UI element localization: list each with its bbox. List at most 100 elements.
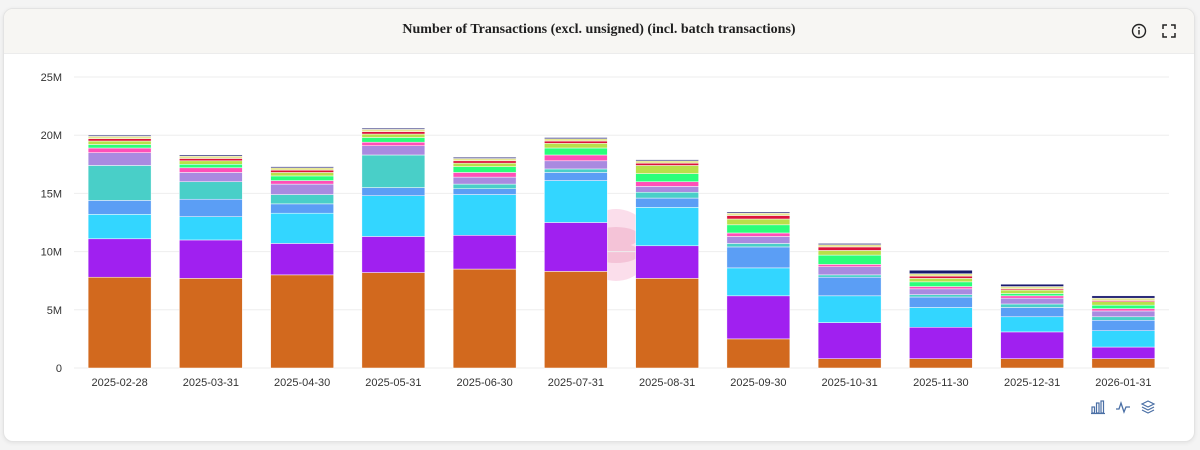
bar-segment-series-4[interactable] [361,187,426,196]
bar-segment-series-6[interactable] [87,152,152,166]
bar-segment-series-9[interactable] [635,165,699,174]
bar-segment-series-4[interactable] [270,203,334,214]
bar-segment-series-11[interactable] [452,158,517,162]
bar-segment-series-3[interactable] [87,214,152,240]
bar-segment-series-8[interactable] [909,281,973,287]
bar-segment-series-5[interactable] [87,165,152,201]
bar-segment-series-11[interactable] [909,273,973,277]
bar-segment-series-12[interactable] [1000,283,1064,287]
bar-segment-series-2[interactable] [270,243,334,276]
bar-segment-series-12[interactable] [452,157,517,159]
bar-segment-series-4[interactable] [1091,320,1156,332]
bar-segment-series-12[interactable] [179,154,243,157]
bar-segment-series-4[interactable] [909,296,973,308]
bar-segment-series-2[interactable] [1000,331,1064,359]
bar-segment-series-9[interactable] [909,278,973,283]
bar-segment-series-9[interactable] [87,140,152,145]
bar-segment-series-11[interactable] [1091,297,1156,301]
bar-segment-series-6[interactable] [452,176,517,185]
bar-segment-series-1[interactable] [726,338,791,369]
bar-segment-series-5[interactable] [817,274,882,278]
bar-segment-series-10[interactable] [726,215,791,220]
bar-segment-series-2[interactable] [452,235,517,270]
bar-segment-series-5[interactable] [361,154,426,188]
bar-segment-series-8[interactable] [1000,293,1064,297]
bar-segment-series-6[interactable] [1000,297,1064,305]
bar-segment-series-3[interactable] [361,195,426,237]
bar-segment-series-1[interactable] [544,271,608,369]
bar-segment-series-1[interactable] [452,268,517,369]
bar-segment-series-12[interactable] [361,127,426,130]
bar-segment-series-5[interactable] [726,243,791,248]
bar-segment-series-9[interactable] [1091,301,1156,306]
stack-layers-icon[interactable] [1140,399,1156,415]
bar-segment-series-9[interactable] [270,172,334,177]
bar-segment-series-3[interactable] [179,216,243,241]
bar-segment-series-11[interactable] [270,167,334,171]
bar-segment-series-4[interactable] [179,198,243,217]
bar-stack-2025-06-30[interactable] [452,157,517,369]
bar-segment-series-7[interactable] [87,147,152,153]
bar-segment-series-8[interactable] [361,137,426,143]
bar-segment-series-4[interactable] [635,197,699,208]
bar-segment-series-7[interactable] [544,154,608,162]
bar-segment-series-4[interactable] [1000,307,1064,318]
bar-stack-2025-11-30[interactable] [909,269,973,369]
bar-segment-series-2[interactable] [817,322,882,359]
bar-segment-series-10[interactable] [361,131,426,135]
bar-segment-series-6[interactable] [726,236,791,244]
bar-segment-series-5[interactable] [544,168,608,173]
bar-segment-series-11[interactable] [726,212,791,216]
bar-segment-series-8[interactable] [452,166,517,173]
bar-segment-series-8[interactable] [1091,304,1156,309]
bar-segment-series-11[interactable] [1000,286,1064,290]
bar-segment-series-4[interactable] [87,200,152,215]
bar-segment-series-11[interactable] [361,129,426,132]
bar-segment-series-12[interactable] [544,137,608,139]
bar-segment-series-2[interactable] [87,238,152,278]
bar-segment-series-6[interactable] [817,266,882,276]
bar-segment-series-5[interactable] [1000,303,1064,308]
bar-segment-series-10[interactable] [270,169,334,173]
bar-segment-series-10[interactable] [909,275,973,279]
bar-stack-2025-10-31[interactable] [817,243,882,369]
bar-segment-series-2[interactable] [361,236,426,273]
bar-segment-series-8[interactable] [270,175,334,181]
bar-stack-2026-01-31[interactable] [1091,295,1156,369]
bar-segment-series-3[interactable] [270,212,334,244]
bar-segment-series-2[interactable] [544,222,608,272]
bar-segment-series-10[interactable] [544,140,608,144]
bar-segment-series-5[interactable] [179,181,243,200]
bar-segment-series-7[interactable] [1000,295,1064,299]
bar-segment-series-1[interactable] [87,276,152,369]
bar-segment-series-10[interactable] [817,246,882,251]
bar-segment-series-6[interactable] [179,172,243,183]
bar-segment-series-7[interactable] [361,141,426,146]
bar-segment-series-3[interactable] [909,307,973,328]
bar-segment-series-6[interactable] [544,160,608,170]
bar-segment-series-2[interactable] [1091,346,1156,359]
bar-segment-series-8[interactable] [817,254,882,265]
bar-segment-series-1[interactable] [1091,358,1156,369]
bar-segment-series-7[interactable] [179,167,243,173]
bar-segment-series-11[interactable] [817,244,882,248]
bar-segment-series-12[interactable] [270,166,334,169]
bar-segment-series-11[interactable] [635,160,699,164]
bar-segment-series-7[interactable] [270,180,334,185]
bar-segment-series-6[interactable] [909,288,973,295]
bar-segment-series-7[interactable] [1091,308,1156,312]
bar-segment-series-4[interactable] [726,246,791,269]
bar-segment-series-3[interactable] [1091,330,1156,348]
bar-segment-series-2[interactable] [909,327,973,359]
bar-stack-2025-03-31[interactable] [179,154,243,369]
bar-stack-2025-02-28[interactable] [87,134,152,369]
bar-segment-series-1[interactable] [179,278,243,369]
bar-stack-2025-09-30[interactable] [726,211,791,369]
bar-segment-series-9[interactable] [179,160,243,165]
bar-segment-series-1[interactable] [1000,358,1064,369]
bar-segment-series-5[interactable] [635,191,699,199]
bar-segment-series-10[interactable] [179,158,243,162]
bar-segment-series-8[interactable] [726,224,791,234]
bar-segment-series-11[interactable] [544,138,608,142]
bar-segment-series-7[interactable] [726,232,791,237]
